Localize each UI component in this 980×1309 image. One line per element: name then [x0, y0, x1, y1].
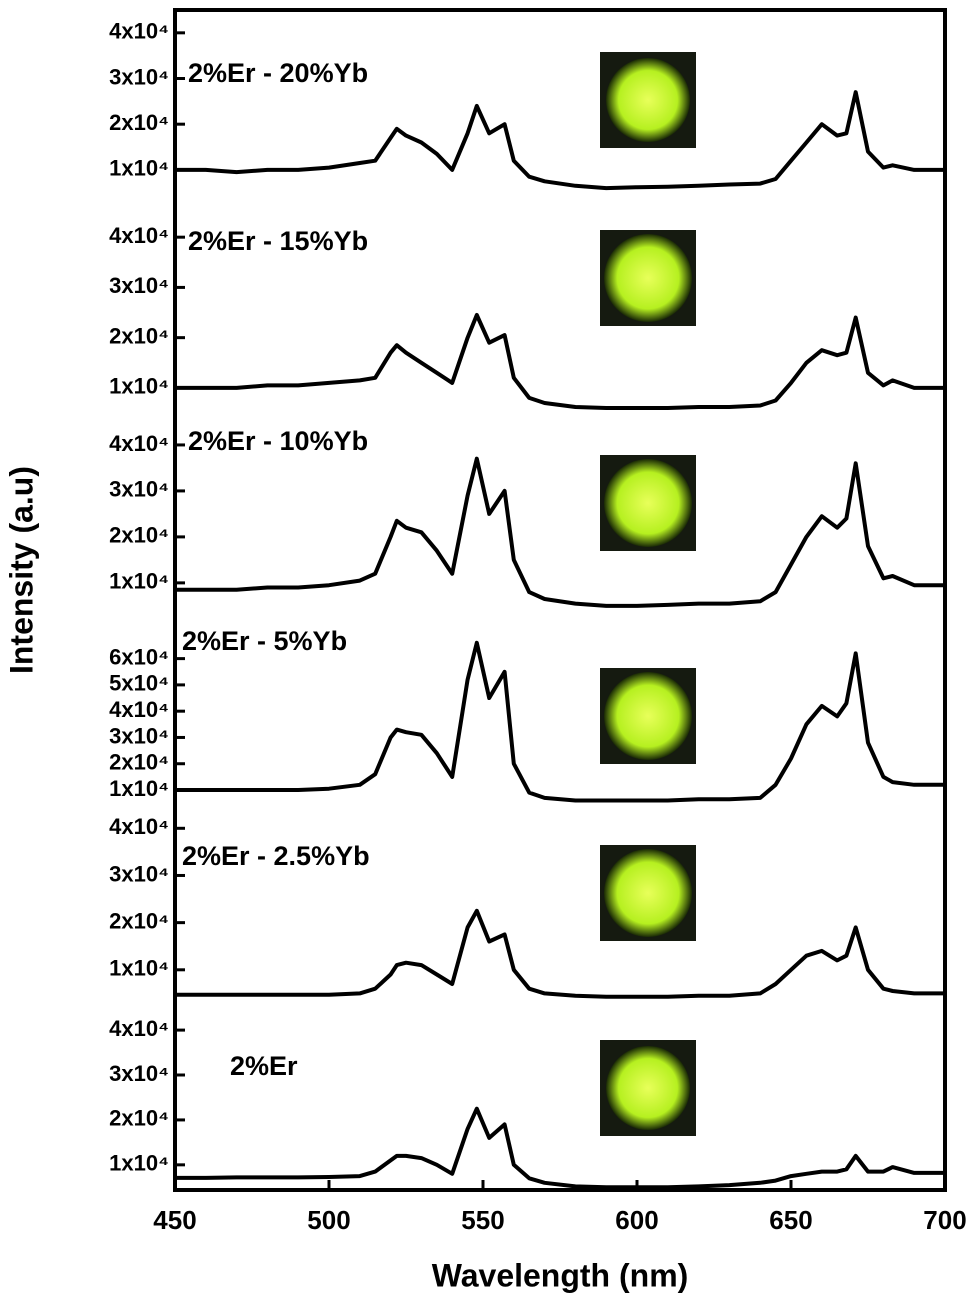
y-tick-label: 1x10⁴ — [109, 156, 169, 181]
y-tick-label: 2x10⁴ — [109, 110, 169, 135]
y-tick-label: 2x10⁴ — [109, 1106, 169, 1131]
y-tick-label: 1x10⁴ — [109, 374, 169, 399]
panel-label: 2%Er - 15%Yb — [188, 226, 368, 256]
photo-glow — [604, 672, 692, 760]
spectrum-line — [175, 640, 945, 803]
x-tick-label: 550 — [461, 1205, 504, 1235]
y-tick-label: 1x10⁴ — [109, 776, 169, 801]
x-tick-label: 650 — [769, 1205, 812, 1235]
photo-glow — [604, 459, 692, 547]
y-tick-label: 4x10⁴ — [109, 814, 169, 839]
panel-label: 2%Er - 5%Yb — [182, 626, 347, 656]
y-tick-label: 3x10⁴ — [109, 861, 169, 886]
panel-label: 2%Er - 20%Yb — [188, 58, 368, 88]
y-tick-label: 1x10⁴ — [109, 956, 169, 981]
y-tick-label: 2x10⁴ — [109, 323, 169, 348]
spectrum-line — [175, 456, 945, 608]
y-tick-label: 4x10⁴ — [109, 19, 169, 44]
y-tick-label: 1x10⁴ — [109, 1151, 169, 1176]
y-tick-label: 3x10⁴ — [109, 64, 169, 89]
y-tick-label: 2x10⁴ — [109, 750, 169, 775]
y-tick-label: 2x10⁴ — [109, 523, 169, 548]
x-tick-label: 600 — [615, 1205, 658, 1235]
x-tick-label: 500 — [307, 1205, 350, 1235]
y-tick-label: 4x10⁴ — [109, 223, 169, 248]
y-tick-label: 3x10⁴ — [109, 1061, 169, 1086]
spectrum-line — [175, 908, 945, 999]
x-axis-label: Wavelength (nm) — [432, 1257, 689, 1293]
y-tick-label: 4x10⁴ — [109, 1016, 169, 1041]
y-tick-label: 3x10⁴ — [109, 477, 169, 502]
spectrum-line — [175, 313, 945, 410]
y-tick-label: 3x10⁴ — [109, 723, 169, 748]
panel-label: 2%Er - 10%Yb — [188, 426, 368, 456]
plot-frame — [173, 8, 947, 1192]
photo-glow — [606, 1046, 690, 1130]
photo-glow — [606, 58, 690, 142]
photo-glow — [604, 234, 692, 322]
y-tick-label: 4x10⁴ — [109, 431, 169, 456]
x-tick-label: 700 — [923, 1205, 966, 1235]
y-axis-label: Intensity (a.u) — [3, 466, 39, 674]
y-tick-label: 2x10⁴ — [109, 908, 169, 933]
panel-label: 2%Er — [230, 1051, 298, 1081]
spectrum-line — [175, 90, 945, 191]
photos — [600, 52, 696, 1136]
y-tick-label: 5x10⁴ — [109, 671, 169, 696]
photo-glow — [604, 849, 692, 937]
y-tick-label: 1x10⁴ — [109, 569, 169, 594]
spectrum-line — [175, 1106, 945, 1190]
y-tick-label: 6x10⁴ — [109, 644, 169, 669]
panel-label: 2%Er - 2.5%Yb — [182, 841, 370, 871]
y-tick-label: 4x10⁴ — [109, 697, 169, 722]
x-tick-label: 450 — [153, 1205, 196, 1235]
y-tick-label: 3x10⁴ — [109, 273, 169, 298]
